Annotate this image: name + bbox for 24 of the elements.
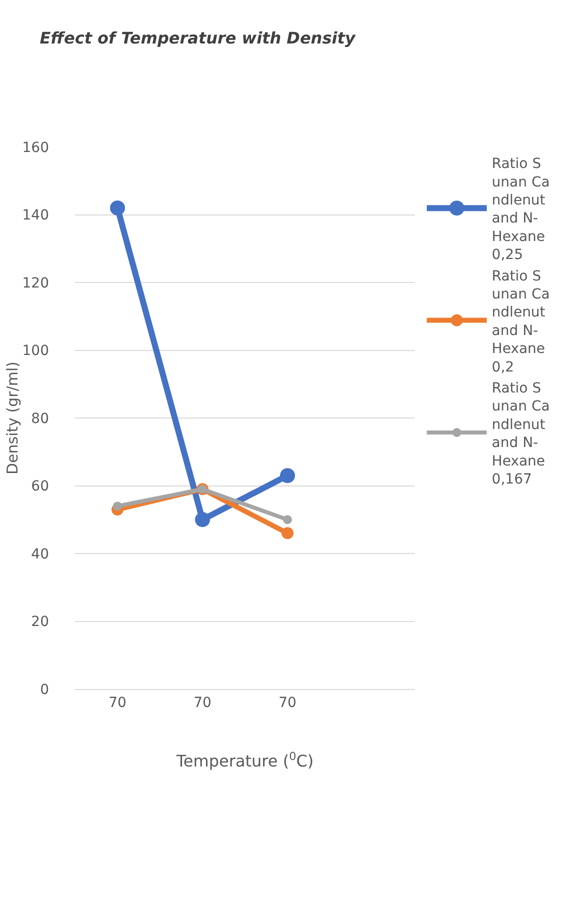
chart-title: Effect of Temperature with Density (40, 28, 356, 48)
y-tick-label: 100 (22, 343, 49, 360)
point (110, 200, 125, 216)
point (283, 515, 292, 524)
point (195, 512, 210, 528)
point (282, 527, 294, 540)
x-tick-label: 70 (278, 694, 296, 711)
y-axis-title: Density (gr/ml) (4, 361, 22, 475)
y-tick-label: 20 (31, 614, 49, 630)
y-tick-label: 40 (31, 546, 49, 562)
point (280, 468, 295, 484)
y-tick-label: 140 (22, 208, 49, 224)
legend-label: Ratio Sunan Candlenut and N-Hexane 0,25 (492, 156, 550, 264)
x-axis-title: Temperature ($^{0}$C) (175, 750, 314, 770)
y-tick-label: 0 (40, 682, 49, 698)
legend-label: Ratio Sunan Candlenut and N-Hexane 0,2 (492, 268, 550, 376)
legend-label: Ratio Sunan Candlenut and N-Hexane 0,167 (492, 380, 550, 488)
y-tick-label: 60 (31, 478, 49, 495)
x-tick-label: 70 (108, 694, 126, 711)
y-tick-label: 160 (22, 140, 49, 156)
point (113, 502, 122, 511)
y-tick-label: 120 (22, 275, 49, 292)
y-tick-label: 80 (31, 410, 49, 427)
x-tick-label: 70 (194, 694, 212, 711)
